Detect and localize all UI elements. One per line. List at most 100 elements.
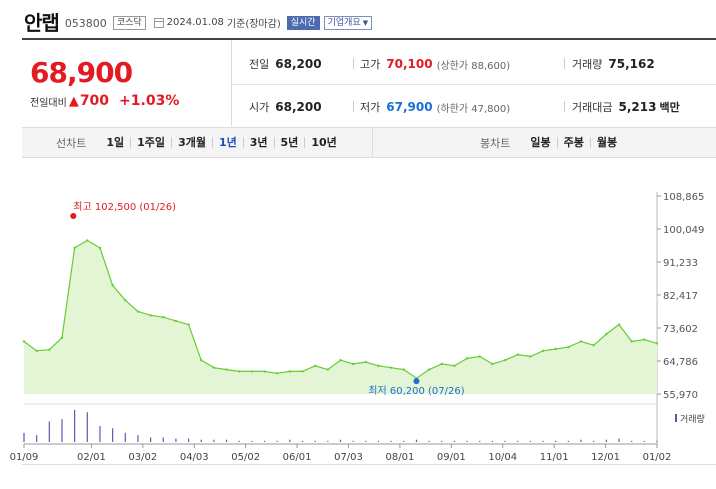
x-tick-label: 02/01 [77,452,106,463]
price-point [529,355,532,358]
price-point [453,364,456,368]
high-marker [70,213,77,219]
stat-trade-value-value: 5,213 [618,100,657,114]
price-point [339,358,342,362]
realtime-button[interactable]: 실시간 [286,15,320,30]
price-point [187,323,190,326]
company-overview-label: 기업개요 [327,17,361,28]
price-point [174,319,178,323]
candle-chart-label: 봉차트 [480,136,511,150]
period-1w[interactable]: 1주일 [131,137,173,148]
price-point [554,347,557,351]
divider [353,58,354,69]
y-tick-label: 100,049 [663,225,704,236]
stat-trade-value: 거래대금 5,213 백만 [572,99,680,115]
period-10y[interactable]: 10년 [311,136,337,149]
stock-code: 053800 [64,16,107,30]
volume-bar [314,440,316,442]
volume-bar [99,426,101,442]
volume-bar [504,440,506,442]
price-chart[interactable]: 108,865 100,049 91,233 82,417 73,602 64,786 55… [0,180,716,464]
change-label: 전일대비 [30,97,67,109]
x-tick-label: 12/01 [591,452,620,463]
divider [564,58,565,69]
volume-legend-label: 거래량 [680,413,705,425]
line-chart-periods: 선차트 1일 1주일 3개월 1년 3년 5년 10년 [56,128,343,157]
period-5y[interactable]: 5년 [275,137,306,148]
toolbar-divider [372,128,373,157]
volume-bar [618,438,620,442]
stat-trade-value-label: 거래대금 [572,101,613,114]
divider [353,101,354,112]
volume-bar [377,440,380,442]
company-overview-button[interactable]: 기업개요 ▼ [323,15,373,30]
price-point [579,340,583,343]
price-point [630,340,633,343]
price-point [541,349,545,353]
price-point [326,368,330,371]
volume-bar [86,412,88,442]
stat-open-label: 시가 [249,101,270,114]
price-point [162,315,165,319]
price-point [313,364,317,368]
footer-divider [22,464,716,465]
candle-monthly[interactable]: 월봉 [596,136,618,149]
volume-bar [428,440,430,442]
up-arrow-icon: ▲ [68,93,79,109]
price-point [389,366,393,369]
chevron-down-icon: ▼ [362,18,369,27]
stat-trade-value-unit: 백만 [659,101,680,114]
y-tick-label: 55,970 [663,390,698,401]
price-point [478,355,481,358]
price-point [276,372,279,375]
stat-low-value: 67,900 [386,100,433,114]
stat-high-sub: (상한가 88,600) [436,60,511,72]
volume-bar [631,440,633,442]
volume-bar [403,440,405,442]
volume-bar [479,440,481,442]
price-point [288,370,292,373]
volume-bar [643,440,645,442]
volume-bar [517,440,519,442]
price-point [225,368,228,371]
stat-high: 고가 70,100 (상한가 88,600) [360,56,510,72]
market-badge: 코스닥 [112,15,146,30]
volume-bar [453,440,456,442]
period-1y[interactable]: 1년 [213,137,244,148]
price-point [617,323,621,326]
x-tick-label: 07/03 [334,452,363,463]
period-3y[interactable]: 3년 [244,137,275,148]
price-point [402,368,405,371]
volume-bar [150,437,152,442]
volume-bar [162,437,164,442]
volume-legend-swatch [675,414,677,422]
price-point [238,370,241,373]
quote-basis: 기준(장마감) [226,19,281,30]
volume-bar [289,439,291,442]
volume-bar [137,435,139,442]
stat-open: 시가 68,200 [249,99,322,115]
volume-bar [339,439,342,442]
volume-bar [352,440,354,442]
stat-volume: 거래량 75,162 [572,56,655,72]
volume-bar [567,440,569,442]
volume-bar [36,435,38,442]
candle-daily[interactable]: 일봉 [524,137,558,148]
x-tick-label: 11/01 [540,452,569,463]
period-1d[interactable]: 1일 [100,137,132,148]
change-amount: 700 [79,93,110,109]
quote-date: 2024.01.08 [166,17,224,28]
volume-bar [251,440,253,442]
change-percent: +1.03% [119,93,180,109]
stats-row-divider [232,84,716,85]
volume-bar [175,438,177,442]
price-point [440,362,443,366]
price-point [643,338,646,341]
low-label: 최저 60,200 (07/26) [368,385,464,397]
volume-bar [48,421,50,442]
x-tick-label: 01/09 [10,452,39,463]
candle-weekly[interactable]: 주봉 [558,137,591,148]
volume-bar [365,440,367,442]
period-3m[interactable]: 3개월 [172,137,213,148]
price-point [655,342,659,345]
